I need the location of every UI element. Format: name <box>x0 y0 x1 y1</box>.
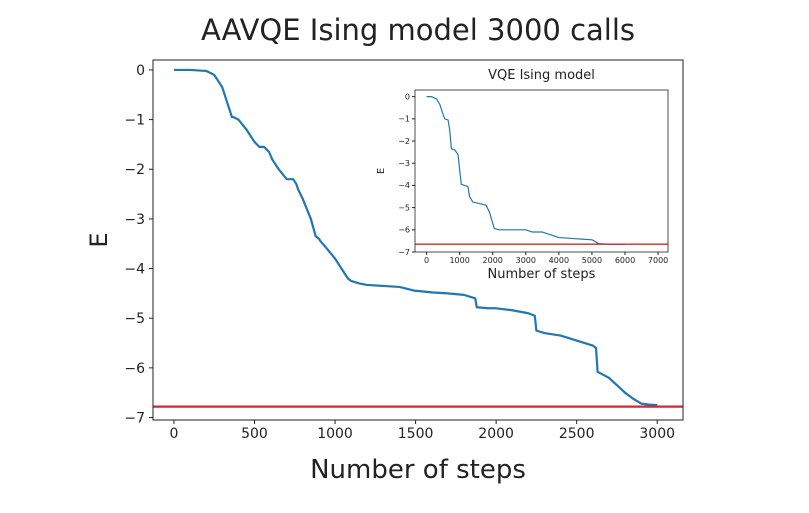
inset-chart-title: VQE Ising model <box>488 68 595 83</box>
main-chart-title: AAVQE Ising model 3000 calls <box>201 13 635 47</box>
inset-x-tick-label: 6000 <box>615 256 635 265</box>
main-x-tick-label: 1500 <box>398 426 434 442</box>
inset-plot-background <box>415 90 668 252</box>
inset-y-tick-label: −4 <box>398 181 410 190</box>
inset-energy-line <box>426 96 626 245</box>
main-y-tick-label: −1 <box>124 112 145 128</box>
main-y-tick-label: −5 <box>124 311 145 327</box>
main-plot-frame <box>152 59 684 421</box>
inset-x-tick-label: 4000 <box>549 256 569 265</box>
main-x-tick-label: 2000 <box>478 426 514 442</box>
inset-x-tick-label: 1000 <box>449 256 469 265</box>
inset-x-tick-label: 7000 <box>648 256 668 265</box>
main-y-tick-label: −6 <box>124 361 145 377</box>
inset-y-tick-label: −2 <box>398 137 410 146</box>
main-x-tick-label: 3000 <box>639 426 675 442</box>
inset-x-tick-label: 2000 <box>483 256 503 265</box>
main-x-tick-label: 1000 <box>317 426 353 442</box>
inset-y-tick-label: −3 <box>398 159 410 168</box>
inset-x-axis-label: Number of steps <box>488 267 596 282</box>
main-y-tick-label: −2 <box>124 162 145 178</box>
main-x-tick-label: 500 <box>241 426 268 442</box>
inset-x-tick-label: 3000 <box>516 256 536 265</box>
main-energy-line <box>173 68 658 407</box>
inset-y-tick-label: −5 <box>398 203 410 212</box>
inset-y-tick-label: −1 <box>398 115 410 124</box>
inset-y-tick-label: −6 <box>398 226 410 235</box>
inset-y-tick-label: 0 <box>405 92 410 101</box>
inset-y-tick-label: −7 <box>398 248 410 257</box>
inset-plot-frame <box>414 89 669 253</box>
main-x-tick-label: 2500 <box>559 426 595 442</box>
main-y-tick-label: −3 <box>124 212 145 228</box>
inset-x-tick-label: 5000 <box>582 256 602 265</box>
main-y-tick-label: 0 <box>136 63 145 79</box>
main-x-tick-label: 0 <box>169 426 178 442</box>
main-y-axis-label: E <box>85 232 113 247</box>
inset-x-tick-label: 0 <box>424 256 429 265</box>
main-y-tick-label: −4 <box>124 261 145 277</box>
main-y-tick-label: −7 <box>124 410 145 426</box>
main-x-axis-label: Number of steps <box>310 455 526 485</box>
inset-y-axis-label: E <box>376 168 387 174</box>
